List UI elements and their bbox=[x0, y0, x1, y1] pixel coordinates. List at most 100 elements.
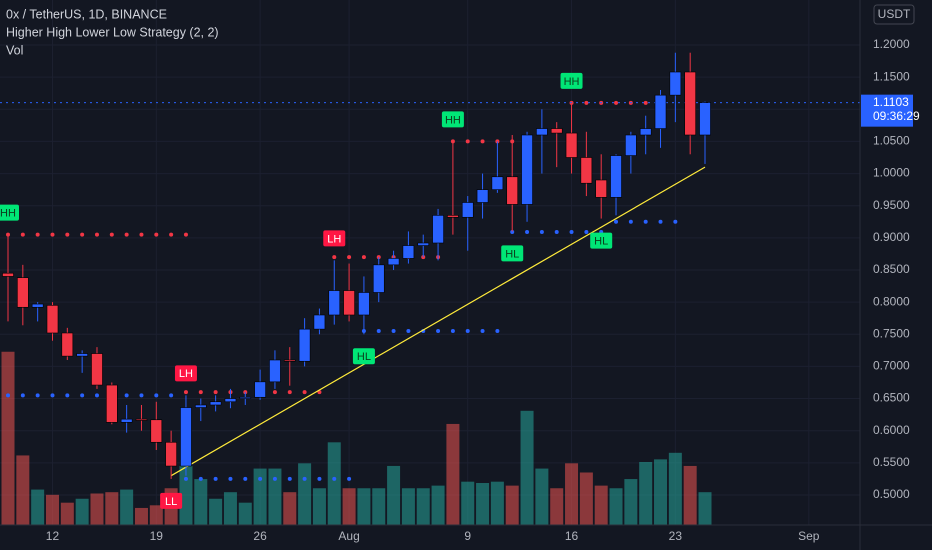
volume-bar bbox=[60, 502, 74, 525]
level-dot bbox=[65, 232, 70, 237]
pivot-badge bbox=[441, 111, 464, 128]
candle-body bbox=[328, 290, 341, 316]
candle-body bbox=[610, 155, 622, 198]
candle-body bbox=[194, 404, 207, 408]
candle-body bbox=[209, 401, 222, 406]
y-tick-label: 0.5500 bbox=[873, 455, 910, 469]
level-dot bbox=[332, 476, 337, 481]
level-dot bbox=[169, 232, 174, 237]
level-dot bbox=[124, 393, 129, 398]
candle-body bbox=[180, 407, 192, 467]
level-dot bbox=[228, 476, 233, 481]
volume-bar bbox=[45, 494, 59, 525]
volume-bar bbox=[668, 452, 682, 525]
pivot-label: HH bbox=[0, 208, 16, 220]
level-dot bbox=[94, 232, 99, 237]
level-dot bbox=[465, 329, 470, 334]
pivot-label: HL bbox=[357, 351, 371, 363]
volume-bar bbox=[579, 472, 593, 525]
volume-bar bbox=[461, 481, 475, 525]
candle-body bbox=[654, 94, 667, 129]
level-dot bbox=[317, 476, 322, 481]
countdown: 09:36:29 bbox=[873, 109, 920, 123]
volume-bar bbox=[490, 481, 504, 525]
level-dot bbox=[287, 390, 292, 395]
volume-bar bbox=[698, 492, 712, 525]
volume-bar bbox=[476, 483, 490, 525]
y-tick-label: 0.7000 bbox=[873, 359, 910, 373]
y-tick-label: 0.5000 bbox=[873, 487, 910, 501]
pivot-badge bbox=[160, 492, 183, 509]
level-dot bbox=[243, 476, 248, 481]
candle-body bbox=[165, 441, 177, 467]
volume-bar bbox=[31, 489, 45, 525]
volume-bar bbox=[654, 459, 668, 525]
volume-bar bbox=[594, 485, 608, 525]
level-dot bbox=[272, 390, 277, 395]
candle-body bbox=[120, 418, 133, 423]
level-dot bbox=[584, 100, 589, 105]
pivot-label: HL bbox=[505, 248, 519, 260]
candle-body bbox=[506, 176, 519, 205]
pivot-label: LL bbox=[165, 496, 177, 508]
volume-bar bbox=[372, 488, 386, 525]
candle-body bbox=[91, 353, 103, 386]
volume-bar bbox=[90, 493, 104, 525]
volume-bar bbox=[520, 410, 534, 525]
volume-bar bbox=[357, 488, 371, 525]
level-dot bbox=[183, 390, 188, 395]
candle-body bbox=[106, 384, 118, 423]
y-tick-label: 1.1500 bbox=[873, 69, 910, 83]
level-dot bbox=[628, 219, 633, 224]
currency-badge[interactable] bbox=[873, 4, 915, 25]
x-tick-label: Aug bbox=[338, 529, 359, 543]
volume-bar bbox=[327, 442, 341, 525]
pivot-badge bbox=[590, 232, 613, 249]
pivot-badge bbox=[0, 204, 19, 221]
level-dot bbox=[213, 476, 218, 481]
pivot-badge bbox=[501, 245, 524, 262]
candle-body bbox=[343, 290, 355, 316]
volume-bar bbox=[209, 498, 223, 525]
level-dot bbox=[213, 390, 218, 395]
volume-bar bbox=[683, 465, 697, 525]
volume-bar bbox=[253, 468, 267, 525]
candle-body bbox=[684, 71, 696, 136]
pivot-badge bbox=[560, 72, 583, 89]
level-dot bbox=[169, 393, 174, 398]
candle-body bbox=[298, 328, 311, 362]
volume-bar bbox=[298, 463, 312, 525]
last-price: 1.1103 bbox=[873, 95, 909, 109]
level-dot bbox=[614, 219, 619, 224]
level-dot bbox=[65, 393, 70, 398]
candle-body bbox=[491, 176, 504, 190]
candle-body bbox=[46, 305, 59, 334]
candle-body bbox=[536, 128, 548, 136]
chart-title: 0x / TetherUS, 1D, BINANCE bbox=[6, 7, 167, 21]
x-tick-label: 12 bbox=[46, 529, 60, 543]
volume-bar bbox=[283, 492, 297, 525]
candle-body bbox=[580, 157, 593, 184]
level-dot bbox=[569, 230, 574, 235]
volume-bar bbox=[505, 485, 519, 525]
volume-bar bbox=[105, 492, 119, 525]
level-dot bbox=[139, 232, 144, 237]
volume-bar bbox=[609, 488, 623, 525]
level-dot bbox=[272, 476, 277, 481]
level-dot bbox=[124, 232, 129, 237]
candle-body bbox=[313, 314, 326, 330]
level-dot bbox=[183, 476, 188, 481]
volume-bar bbox=[194, 479, 208, 525]
level-dot bbox=[80, 232, 85, 237]
volume-bar bbox=[550, 488, 564, 525]
level-dot bbox=[465, 139, 470, 144]
candle-body bbox=[17, 277, 29, 308]
volume-bar bbox=[416, 488, 430, 525]
level-dot bbox=[480, 329, 485, 334]
level-dot bbox=[673, 219, 678, 224]
volume-bar bbox=[535, 468, 549, 525]
currency: USDT bbox=[878, 7, 911, 21]
candle-body bbox=[224, 398, 237, 403]
level-dot bbox=[332, 255, 337, 260]
candle-body bbox=[447, 215, 459, 218]
